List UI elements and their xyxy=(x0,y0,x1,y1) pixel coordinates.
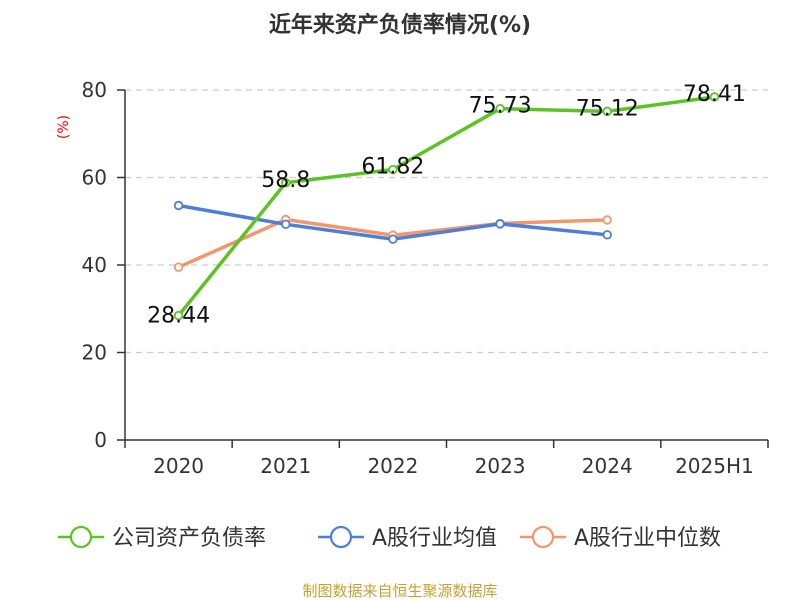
data-point xyxy=(281,219,291,230)
legend: 公司资产负债率 A股行业均值 A股行业中位数 xyxy=(58,525,721,551)
legend-marker xyxy=(69,525,93,549)
legend-item: 公司资产负债率 xyxy=(58,525,266,551)
x-tick-label: 2021 xyxy=(260,454,311,478)
data-point xyxy=(709,92,720,102)
data-label: 78.41 xyxy=(683,82,746,107)
series-lines xyxy=(173,92,720,321)
x-tick-label: 2024 xyxy=(582,454,633,478)
data-point xyxy=(173,262,184,272)
data-point xyxy=(495,103,505,114)
grid-lines xyxy=(125,89,768,354)
legend-label: A股行业均值 xyxy=(372,526,497,551)
data-point xyxy=(602,215,612,225)
x-tick-label: 2023 xyxy=(475,454,526,478)
data-label: 28.44 xyxy=(147,304,210,329)
legend-item: A股行业中位数 xyxy=(520,525,721,551)
data-label: 61.82 xyxy=(361,155,424,180)
data-point xyxy=(495,219,505,229)
y-tick-label: 80 xyxy=(82,78,107,102)
source-note: 制图数据来自恒生聚源数据库 xyxy=(302,582,497,600)
data-label: 75.73 xyxy=(469,94,532,119)
data-label: 75.12 xyxy=(576,96,639,121)
legend-label: A股行业中位数 xyxy=(574,526,721,551)
axes: 0 20 40 60 80 2020 2021 2022 2023 2024 2025H1 xyxy=(82,78,769,478)
y-tick-label: 20 xyxy=(82,341,107,365)
y-tick-label: 40 xyxy=(82,253,107,277)
legend-item: A股行业均值 xyxy=(318,525,497,551)
data-labels: 28.44 58.8 61.82 75.73 75.12 78.41 xyxy=(147,82,746,329)
legend-label: 公司资产负债率 xyxy=(112,526,266,551)
data-point xyxy=(173,310,184,321)
x-tick-label: 2020 xyxy=(153,454,204,478)
data-point xyxy=(388,234,398,244)
legend-marker xyxy=(531,525,555,549)
data-point xyxy=(602,106,612,117)
data-point xyxy=(281,178,291,188)
y-axis-unit-label: (%) xyxy=(56,115,72,139)
data-point xyxy=(602,230,612,240)
x-tick-label: 2022 xyxy=(367,454,418,478)
y-tick-label: 60 xyxy=(82,166,107,190)
chart-title: 近年来资产负债率情况(%) xyxy=(269,12,531,38)
data-label: 58.8 xyxy=(261,168,310,193)
legend-marker xyxy=(329,525,353,549)
x-tick-label: 2025H1 xyxy=(675,454,754,478)
data-point xyxy=(173,200,184,211)
series-line xyxy=(177,95,715,317)
y-tick-label: 0 xyxy=(94,428,107,452)
data-point xyxy=(388,164,398,175)
